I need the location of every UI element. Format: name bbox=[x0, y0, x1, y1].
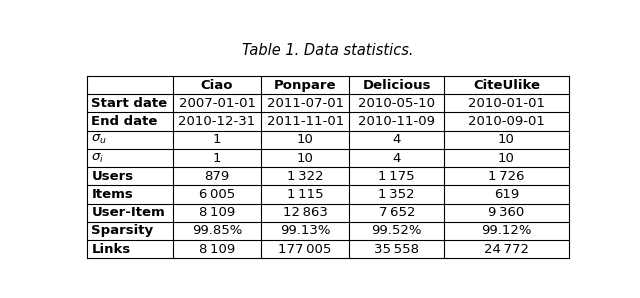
Text: 1: 1 bbox=[213, 133, 221, 146]
Text: 24 772: 24 772 bbox=[484, 243, 529, 256]
Text: 10: 10 bbox=[498, 133, 515, 146]
Text: 6 005: 6 005 bbox=[199, 188, 236, 201]
Text: 10: 10 bbox=[297, 133, 314, 146]
Text: 99.85%: 99.85% bbox=[192, 224, 243, 238]
Text: 99.12%: 99.12% bbox=[481, 224, 532, 238]
Text: 9 360: 9 360 bbox=[488, 206, 525, 219]
Text: 2011-07-01: 2011-07-01 bbox=[267, 97, 344, 110]
Text: 8 109: 8 109 bbox=[199, 206, 236, 219]
Text: 2010-05-10: 2010-05-10 bbox=[358, 97, 435, 110]
Text: 7 652: 7 652 bbox=[378, 206, 415, 219]
Text: 4: 4 bbox=[392, 151, 401, 164]
Text: 2010-01-01: 2010-01-01 bbox=[468, 97, 545, 110]
Text: $\sigma_i$: $\sigma_i$ bbox=[92, 151, 104, 164]
Text: Delicious: Delicious bbox=[362, 79, 431, 91]
Text: 1 175: 1 175 bbox=[378, 170, 415, 183]
Text: 879: 879 bbox=[204, 170, 230, 183]
Text: Users: Users bbox=[92, 170, 134, 183]
Text: Sparsity: Sparsity bbox=[92, 224, 154, 238]
Text: 10: 10 bbox=[498, 151, 515, 164]
Text: 4: 4 bbox=[392, 133, 401, 146]
Text: Items: Items bbox=[92, 188, 133, 201]
Text: $\sigma_u$: $\sigma_u$ bbox=[92, 133, 108, 146]
Text: 1 115: 1 115 bbox=[287, 188, 323, 201]
Text: 2010-11-09: 2010-11-09 bbox=[358, 115, 435, 128]
Text: User-Item: User-Item bbox=[92, 206, 165, 219]
Text: 8 109: 8 109 bbox=[199, 243, 236, 256]
Text: 2011-11-01: 2011-11-01 bbox=[266, 115, 344, 128]
Text: Ciao: Ciao bbox=[201, 79, 234, 91]
Text: 177 005: 177 005 bbox=[278, 243, 332, 256]
Text: 1 322: 1 322 bbox=[287, 170, 323, 183]
Text: 2007-01-01: 2007-01-01 bbox=[179, 97, 255, 110]
Text: Table 1. Data statistics.: Table 1. Data statistics. bbox=[243, 43, 413, 58]
Text: 99.52%: 99.52% bbox=[372, 224, 422, 238]
Text: Ponpare: Ponpare bbox=[274, 79, 337, 91]
Text: 1 726: 1 726 bbox=[488, 170, 525, 183]
Text: CiteUlike: CiteUlike bbox=[473, 79, 540, 91]
Text: 10: 10 bbox=[297, 151, 314, 164]
Text: 2010-12-31: 2010-12-31 bbox=[179, 115, 256, 128]
Text: 1 352: 1 352 bbox=[378, 188, 415, 201]
Text: 2010-09-01: 2010-09-01 bbox=[468, 115, 545, 128]
Text: End date: End date bbox=[92, 115, 158, 128]
Text: Start date: Start date bbox=[92, 97, 168, 110]
Text: Links: Links bbox=[92, 243, 131, 256]
Text: 35 558: 35 558 bbox=[374, 243, 419, 256]
Text: 12 863: 12 863 bbox=[283, 206, 328, 219]
Text: 99.13%: 99.13% bbox=[280, 224, 330, 238]
Text: 1: 1 bbox=[213, 151, 221, 164]
Text: 619: 619 bbox=[494, 188, 519, 201]
